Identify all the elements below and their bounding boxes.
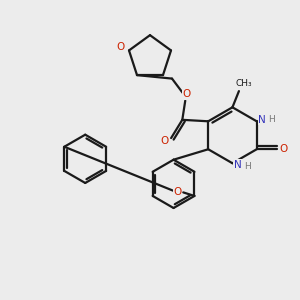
Text: O: O (117, 42, 125, 52)
Text: O: O (173, 187, 181, 197)
Text: O: O (280, 144, 288, 154)
Text: O: O (183, 89, 191, 99)
Text: H: H (268, 115, 275, 124)
Text: N: N (234, 160, 242, 170)
Text: H: H (244, 162, 251, 171)
Text: N: N (258, 115, 266, 125)
Text: O: O (160, 136, 169, 146)
Text: CH₃: CH₃ (236, 79, 253, 88)
